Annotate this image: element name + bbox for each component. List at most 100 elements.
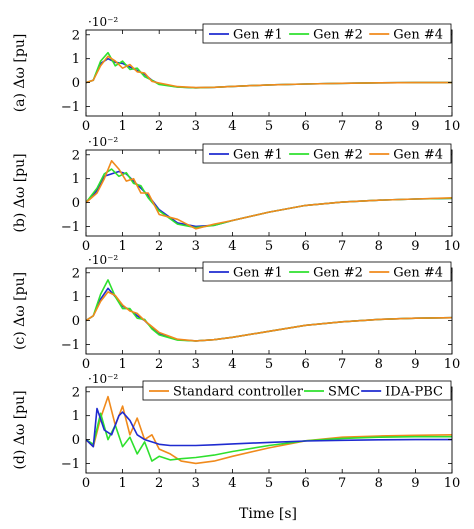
y-axis-label-3: (d) Δω [pu]	[12, 390, 28, 469]
x-tick-label-3-6: 6	[301, 476, 309, 491]
legend-box-0	[202, 23, 452, 44]
x-tick-label-0-8: 8	[375, 119, 383, 134]
legend-entry-0-1: Gen #2	[313, 28, 363, 43]
y-exponent-1: ·10⁻²	[88, 135, 118, 149]
y-tick-label-1-3: 2	[72, 148, 80, 163]
x-tick-label-1-2: 2	[155, 239, 163, 254]
y-exponent-2: ·10⁻²	[88, 253, 118, 267]
x-tick-label-0-0: 0	[82, 119, 90, 134]
x-tick-label-0-3: 3	[192, 119, 200, 134]
y-tick-label-0-3: 2	[72, 28, 80, 43]
y-tick-label-1-0: −1	[61, 220, 80, 235]
x-tick-label-0-2: 2	[155, 119, 163, 134]
x-tick-label-2-10: 10	[444, 357, 461, 372]
y-tick-label-2-1: 0	[72, 314, 80, 329]
x-tick-label-1-4: 4	[228, 239, 236, 254]
x-tick-label-3-0: 0	[82, 476, 90, 491]
x-tick-label-3-1: 1	[118, 476, 126, 491]
x-tick-label-2-0: 0	[82, 357, 90, 372]
y-tick-label-3-3: 2	[72, 385, 80, 400]
y-tick-label-3-2: 1	[72, 409, 80, 424]
series-line-0-2	[86, 55, 452, 89]
y-tick-label-1-2: 1	[72, 172, 80, 187]
x-tick-label-2-5: 5	[265, 357, 273, 372]
x-tick-label-3-8: 8	[375, 476, 383, 491]
x-tick-label-3-7: 7	[338, 476, 346, 491]
x-tick-label-2-4: 4	[228, 357, 236, 372]
x-tick-label-3-2: 2	[155, 476, 163, 491]
y-tick-label-0-0: −1	[61, 100, 80, 115]
series-line-2-2	[86, 291, 452, 342]
x-tick-label-1-1: 1	[118, 239, 126, 254]
x-tick-label-0-4: 4	[228, 119, 236, 134]
legend-1: Gen #1 Gen #2 Gen #4	[202, 143, 452, 164]
legend-entry-1-1: Gen #2	[313, 148, 363, 163]
y-tick-label-2-0: −1	[61, 338, 80, 353]
x-tick-label-0-6: 6	[301, 119, 309, 134]
x-tick-label-1-6: 6	[301, 239, 309, 254]
x-tick-label-3-9: 9	[411, 476, 419, 491]
x-tick-label-1-3: 3	[192, 239, 200, 254]
series-line-3-1	[86, 412, 452, 462]
legend-entry-2-2: Gen #4	[393, 266, 443, 281]
x-axis-label: Time [s]	[239, 506, 297, 522]
x-tick-label-2-8: 8	[375, 357, 383, 372]
x-tick-label-1-9: 9	[411, 239, 419, 254]
series-line-3-0	[86, 395, 452, 465]
y-tick-label-0-1: 0	[72, 76, 80, 91]
x-tick-label-2-1: 1	[118, 357, 126, 372]
x-tick-label-2-3: 3	[192, 357, 200, 372]
legend-0: Gen #1 Gen #2 Gen #4	[202, 23, 452, 44]
x-tick-label-0-9: 9	[411, 119, 419, 134]
x-tick-label-1-5: 5	[265, 239, 273, 254]
legend-entry-3-0: Standard controller	[173, 385, 304, 400]
legend-entry-1-2: Gen #4	[393, 148, 443, 163]
legend-box-3	[142, 380, 452, 401]
x-tick-label-0-10: 10	[444, 119, 461, 134]
legend-box-1	[202, 143, 452, 164]
legend-box-2	[202, 261, 452, 282]
x-tick-label-0-7: 7	[338, 119, 346, 134]
x-tick-label-3-10: 10	[444, 476, 461, 491]
legend-entry-3-2: IDA-PBC	[385, 385, 443, 400]
x-tick-label-2-6: 6	[301, 357, 309, 372]
x-tick-label-2-9: 9	[411, 357, 419, 372]
legend-entry-2-0: Gen #1	[233, 266, 283, 281]
y-axis-label-1: (b) Δω [pu]	[12, 153, 28, 232]
legend-entry-0-2: Gen #4	[393, 28, 443, 43]
legend-3: Standard controller SMC IDA-PBC	[142, 380, 452, 401]
x-tick-label-3-4: 4	[228, 476, 236, 491]
x-tick-label-1-0: 0	[82, 239, 90, 254]
series-line-1-2	[86, 160, 452, 230]
legend-entry-2-1: Gen #2	[313, 266, 363, 281]
x-tick-label-1-10: 10	[444, 239, 461, 254]
x-tick-label-1-8: 8	[375, 239, 383, 254]
legend-entry-0-0: Gen #1	[233, 28, 283, 43]
y-tick-label-1-1: 0	[72, 196, 80, 211]
y-exponent-3: ·10⁻²	[88, 372, 118, 386]
legend-entry-3-1: SMC	[328, 385, 360, 400]
series-line-2-0	[86, 287, 452, 342]
y-axis-label-0: (a) Δω [pu]	[12, 34, 28, 113]
x-tick-label-0-5: 5	[265, 119, 273, 134]
series-line-3-2	[86, 407, 452, 448]
y-tick-label-3-1: 0	[72, 433, 80, 448]
x-tick-label-0-1: 1	[118, 119, 126, 134]
x-tick-label-1-7: 7	[338, 239, 346, 254]
x-tick-label-3-3: 3	[192, 476, 200, 491]
legend-2: Gen #1 Gen #2 Gen #4	[202, 261, 452, 282]
x-tick-label-3-5: 5	[265, 476, 273, 491]
series-line-1-1	[86, 168, 452, 229]
x-tick-label-2-7: 7	[338, 357, 346, 372]
y-axis-label-2: (c) Δω [pu]	[12, 272, 28, 350]
y-exponent-0: ·10⁻²	[88, 15, 118, 29]
x-tick-label-2-2: 2	[155, 357, 163, 372]
y-tick-label-0-2: 1	[72, 52, 80, 67]
y-tick-label-3-0: −1	[61, 457, 80, 472]
y-tick-label-2-2: 1	[72, 290, 80, 305]
